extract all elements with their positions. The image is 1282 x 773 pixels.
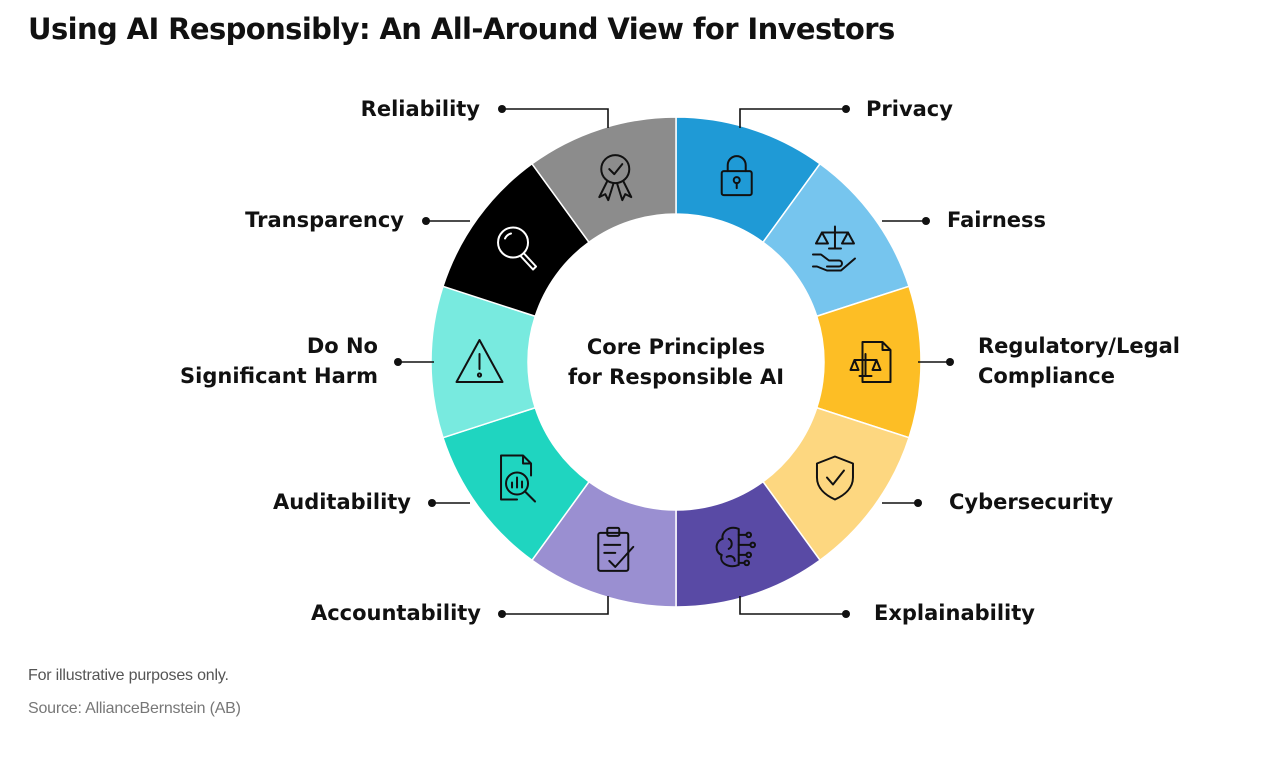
- connector-explainability: [739, 596, 846, 615]
- legal-document-icon: [849, 341, 892, 383]
- label-line: Reliability: [361, 97, 481, 121]
- center-label-line-2: for Responsible AI: [568, 365, 784, 389]
- label-auditability: Auditability: [273, 490, 411, 514]
- connector-dot-regulatory-legal-compliance: [946, 358, 954, 366]
- label-line: Cybersecurity: [949, 490, 1113, 514]
- label-regulatory-legal-compliance: Regulatory/Legal Compliance: [978, 334, 1180, 388]
- clipboard-check-icon: [597, 526, 635, 572]
- magnifier-icon: [497, 226, 538, 271]
- label-line: Auditability: [273, 490, 411, 514]
- segment-reliability: [530, 116, 677, 244]
- shield-check-icon: [815, 455, 854, 501]
- footnote: For illustrative purposes only.: [28, 667, 229, 684]
- center-label-line-1: Core Principles: [587, 335, 765, 359]
- label-do-no-significant-harm: Do No Significant Harm: [180, 334, 378, 388]
- page-title: Using AI Responsibly: An All-Around View…: [28, 12, 895, 46]
- label-explainability: Explainability: [874, 601, 1035, 625]
- label-line: Accountability: [311, 601, 481, 625]
- label-line: Regulatory/Legal: [978, 334, 1180, 358]
- connector-dot-cybersecurity: [914, 499, 922, 507]
- label-accountability: Accountability: [311, 601, 481, 625]
- warning-icon: [455, 339, 504, 383]
- label-line: Significant Harm: [180, 364, 378, 388]
- connector-privacy: [739, 108, 846, 128]
- lock-icon: [720, 155, 753, 197]
- connector-dot-do-no-significant-harm: [394, 358, 402, 366]
- label-transparency: Transparency: [245, 208, 404, 232]
- connector-dot-reliability: [498, 105, 506, 113]
- label-fairness: Fairness: [947, 208, 1046, 232]
- connector-dot-fairness: [922, 217, 930, 225]
- document-search-icon: [500, 454, 537, 503]
- source-note: Source: AllianceBernstein (AB): [28, 700, 241, 717]
- connector-dot-transparency: [422, 217, 430, 225]
- connector-dot-accountability: [498, 610, 506, 618]
- label-line: Fairness: [947, 208, 1046, 232]
- connector-dot-auditability: [428, 499, 436, 507]
- connector-accountability: [502, 596, 609, 615]
- label-line: Privacy: [866, 97, 953, 121]
- label-line: Compliance: [978, 364, 1115, 388]
- label-privacy: Privacy: [866, 97, 953, 121]
- scales-hand-icon: [811, 225, 856, 272]
- label-line: Do No: [307, 334, 378, 358]
- label-cybersecurity: Cybersecurity: [949, 490, 1113, 514]
- label-line: Transparency: [245, 208, 404, 232]
- brain-circuit-icon: [715, 526, 757, 568]
- connector-reliability: [502, 108, 609, 128]
- connector-dot-privacy: [842, 105, 850, 113]
- connector-dot-explainability: [842, 610, 850, 618]
- label-line: Explainability: [874, 601, 1035, 625]
- label-reliability: Reliability: [361, 97, 481, 121]
- award-ribbon-icon: [598, 154, 633, 202]
